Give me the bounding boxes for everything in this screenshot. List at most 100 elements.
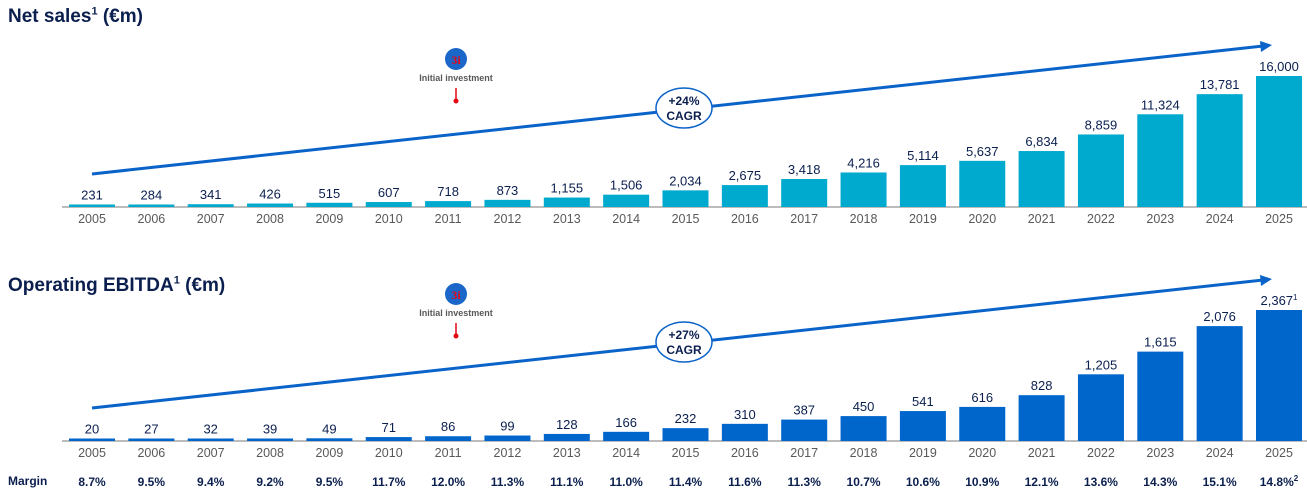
ebitda-cagr-bubble: [655, 321, 713, 363]
ebitda-title-text: Operating EBITDA: [8, 275, 174, 296]
net-sales-title-text: Net sales: [8, 6, 92, 27]
net-sales-bar-2014: [603, 194, 650, 207]
ebitda-value-label-2011: 86: [441, 419, 455, 434]
ebitda-bar-2005: [69, 438, 115, 441]
net-sales-year-label-2023: 2023: [1146, 212, 1174, 226]
net-sales-year-label-2019: 2019: [909, 212, 937, 226]
net-sales-year-label-2020: 2020: [968, 212, 996, 226]
ebitda-3i-logo-text: 3i: [451, 288, 461, 302]
ebitda-title-unit: (€m): [185, 275, 226, 296]
ebitda-year-label-2007: 2007: [197, 446, 225, 460]
ebitda-bar-2023: [1137, 351, 1184, 441]
ebitda-value-label-2014: 166: [615, 415, 637, 430]
ebitda-bar-2022: [1077, 374, 1124, 441]
net-sales-year-label-2021: 2021: [1028, 212, 1056, 226]
ebitda-value-label-2008: 39: [263, 422, 277, 437]
margin-value-2007: 9.4%: [197, 475, 225, 489]
net-sales-year-label-2011: 2011: [435, 212, 462, 226]
ebitda-value-label-2017: 387: [793, 403, 815, 418]
net-sales-cagr-value: +24%: [668, 94, 699, 108]
margin-value-2025: 14.8%2: [1260, 474, 1299, 489]
net-sales-value-label-2014: 1,506: [610, 178, 643, 193]
ebitda-bar-2011: [425, 436, 472, 441]
margin-value-2020: 10.9%: [965, 475, 999, 489]
ebitda-cagr-value: +27%: [668, 328, 699, 342]
ebitda-bar-2013: [543, 433, 590, 441]
margin-value-2009: 9.5%: [316, 475, 344, 489]
ebitda-bar-2020: [959, 406, 1006, 441]
ebitda-year-label-2006: 2006: [137, 446, 165, 460]
net-sales-year-label-2014: 2014: [612, 212, 640, 226]
net-sales-cagr-label: CAGR: [666, 109, 702, 123]
ebitda-value-label-2019: 541: [912, 394, 934, 409]
net-sales-value-label-2019: 5,114: [907, 148, 939, 163]
net-sales-value-label-2006: 284: [140, 188, 162, 203]
ebitda-value-label-2009: 49: [322, 421, 336, 436]
net-sales-year-label-2007: 2007: [197, 212, 225, 226]
ebitda-title: Operating EBITDA1 (€m): [8, 275, 225, 297]
net-sales-value-label-2013: 1,155: [551, 181, 584, 196]
ebitda-value-footnote: 1: [1293, 293, 1298, 302]
ebitda-year-label-2012: 2012: [494, 446, 522, 460]
net-sales-bar-2005: [69, 204, 115, 207]
net-sales-bar-2023: [1137, 114, 1184, 207]
net-sales-year-label-2012: 2012: [494, 212, 522, 226]
net-sales-value-label-2020: 5,637: [966, 144, 999, 159]
ebitda-year-label-2025: 2025: [1265, 446, 1293, 460]
ebitda-year-label-2005: 2005: [78, 446, 106, 460]
ebitda-trend-arrow-head: [1260, 275, 1272, 286]
ebitda-year-label-2010: 2010: [375, 446, 403, 460]
margin-value-2015: 11.4%: [669, 475, 703, 489]
margin-value-2012: 11.3%: [491, 475, 525, 489]
ebitda-year-label-2016: 2016: [731, 446, 759, 460]
ebitda-title-footnote: 1: [173, 274, 180, 287]
ebitda-bar-2007: [187, 438, 234, 441]
net-sales-trend-arrow-head: [1260, 41, 1272, 52]
net-sales-3i-logo-icon: [445, 48, 467, 70]
ebitda-bar-2021: [1018, 395, 1065, 441]
ebitda-value-label-2005: 20: [85, 422, 99, 437]
net-sales-value-label-2011: 718: [437, 184, 459, 199]
net-sales-year-label-2018: 2018: [850, 212, 878, 226]
net-sales-3i-logo-text: 3i: [451, 53, 461, 67]
ebitda-value-label-2022: 1,205: [1085, 357, 1118, 372]
margin-value-2016: 11.6%: [728, 475, 762, 489]
ebitda-bar-2010: [365, 437, 412, 441]
margin-value-2021: 12.1%: [1025, 475, 1059, 489]
margin-value-2011: 12.0%: [431, 475, 465, 489]
net-sales-value-label-2005: 231: [81, 188, 103, 203]
ebitda-year-label-2021: 2021: [1028, 446, 1056, 460]
ebitda-bar-2025: [1256, 310, 1302, 441]
margin-value-2006: 9.5%: [138, 475, 166, 489]
net-sales-bar-2019: [899, 165, 946, 207]
net-sales-year-label-2025: 2025: [1265, 212, 1293, 226]
ebitda-year-label-2022: 2022: [1087, 446, 1115, 460]
ebitda-bar-2009: [306, 438, 353, 441]
net-sales-year-label-2005: 2005: [78, 212, 106, 226]
ebitda-value-label-2023: 1,615: [1144, 335, 1177, 350]
net-sales-bar-2020: [959, 160, 1006, 207]
ebitda-investment-marker-dot: [453, 333, 459, 339]
ebitda-investment-label: Initial investment: [419, 308, 493, 318]
ebitda-bar-2016: [721, 423, 768, 441]
net-sales-bar-2009: [306, 202, 353, 207]
net-sales-value-label-2022: 8,859: [1085, 117, 1118, 132]
net-sales-value-label-2009: 515: [319, 186, 341, 201]
margin-value-2018: 10.7%: [847, 475, 881, 489]
margin-value-2019: 10.6%: [906, 475, 940, 489]
ebitda-value-label-2020: 616: [971, 390, 993, 405]
ebitda-value-label-2006: 27: [144, 422, 158, 437]
margin-value-2005: 8.7%: [78, 475, 106, 489]
net-sales-title: Net sales1 (€m): [8, 6, 143, 28]
ebitda-year-label-2009: 2009: [315, 446, 343, 460]
net-sales-year-label-2022: 2022: [1087, 212, 1115, 226]
net-sales-bar-2017: [781, 179, 828, 207]
net-sales-value-label-2023: 11,324: [1141, 97, 1180, 112]
net-sales-value-label-2017: 3,418: [788, 162, 821, 177]
net-sales-bar-2025: [1256, 76, 1302, 207]
net-sales-year-label-2013: 2013: [553, 212, 581, 226]
net-sales-bar-2013: [543, 197, 590, 207]
net-sales-value-label-2021: 6,834: [1025, 134, 1058, 149]
ebitda-bar-2014: [603, 431, 650, 441]
net-sales-title-footnote: 1: [91, 5, 98, 18]
